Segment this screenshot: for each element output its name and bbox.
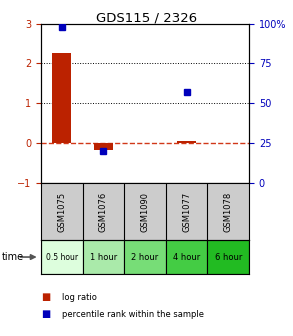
Bar — [94, 143, 113, 151]
Text: GSM1090: GSM1090 — [141, 192, 149, 232]
Bar — [83, 240, 124, 274]
Text: log ratio: log ratio — [62, 293, 96, 302]
Text: 2 hour: 2 hour — [131, 253, 159, 261]
Text: GSM1077: GSM1077 — [182, 192, 191, 232]
Text: 4 hour: 4 hour — [173, 253, 200, 261]
Text: ■: ■ — [41, 292, 50, 302]
Text: 6 hour: 6 hour — [214, 253, 242, 261]
Bar — [124, 240, 166, 274]
Bar — [166, 240, 207, 274]
Text: 0.5 hour: 0.5 hour — [46, 253, 78, 261]
Bar — [207, 240, 249, 274]
Text: GSM1076: GSM1076 — [99, 192, 108, 232]
Bar — [52, 53, 71, 143]
Bar — [177, 141, 196, 143]
Text: ■: ■ — [41, 309, 50, 319]
Text: 1 hour: 1 hour — [90, 253, 117, 261]
Bar — [41, 240, 83, 274]
Text: percentile rank within the sample: percentile rank within the sample — [62, 310, 204, 319]
Text: GSM1075: GSM1075 — [57, 192, 66, 232]
Text: GSM1078: GSM1078 — [224, 192, 233, 232]
Text: time: time — [1, 252, 24, 262]
Text: GDS115 / 2326: GDS115 / 2326 — [96, 12, 197, 25]
